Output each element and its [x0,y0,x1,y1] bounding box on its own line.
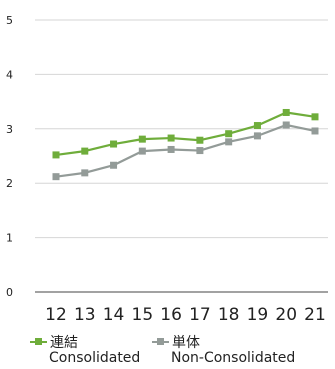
legend-label-consolidated-ja: 連結 [50,334,78,351]
consolidated-swatch-icon [30,337,47,347]
series-1-point-14 [110,161,118,169]
x-tick-label-14: 14 [103,305,125,325]
y-tick-label-1: 1 [6,232,13,245]
x-tick-label-12: 12 [45,305,67,325]
series-1-point-13 [81,169,89,177]
x-axis-ticks: 12 13 14 15 16 17 18 19 20 21 [45,305,326,325]
legend-label-consolidated-en: Consolidated [49,350,141,366]
series-0-point-17 [196,136,204,144]
series-1-point-16 [167,145,175,153]
series-0-point-13 [81,147,89,155]
consolidated-swatch-marker [35,337,42,345]
x-tick-label-21: 21 [304,305,326,325]
x-tick-label-16: 16 [160,305,182,325]
series-0-point-19 [253,122,261,130]
x-tick-label-20: 20 [275,305,297,325]
series-lines [52,108,319,181]
y-axis-ticks: 0 1 2 3 4 5 [6,14,13,299]
series-1-point-20 [282,121,290,129]
series-1-point-15 [138,147,146,155]
legend-item-non-consolidated: 単体 Non-Consolidated [152,333,295,367]
non-consolidated-swatch-icon [152,337,169,347]
legend-label-non-consolidated-en: Non-Consolidated [171,350,296,366]
series-1-point-12 [52,173,60,181]
series-0-point-15 [138,135,146,143]
series-1-point-21 [311,127,319,135]
x-tick-label-19: 19 [247,305,269,325]
series-line-1 [55,123,316,178]
series-1-point-17 [196,147,204,155]
x-tick-label-17: 17 [189,305,211,325]
series-line-0 [55,111,316,157]
series-0-point-21 [311,113,319,121]
series-0-point-18 [225,130,233,138]
y-tick-label-4: 4 [6,68,13,81]
y-tick-label-0: 0 [6,286,13,299]
non-consolidated-swatch-marker [157,337,164,345]
y-tick-label-2: 2 [6,177,13,190]
y-tick-label-3: 3 [6,123,13,136]
x-tick-label-15: 15 [132,305,154,325]
grid-lines [35,19,328,293]
series-1-point-19 [253,132,261,140]
series-0-point-16 [167,134,175,142]
legend-label-non-consolidated-ja: 単体 [172,334,200,351]
series-0-point-20 [282,108,290,116]
series-0-point-14 [110,140,118,148]
legend-item-consolidated: 連結 Consolidated [30,333,140,367]
series-1-point-18 [225,138,233,146]
y-tick-label-5: 5 [6,14,13,27]
series-0-point-12 [52,151,60,159]
x-tick-label-18: 18 [218,305,240,325]
x-tick-label-13: 13 [74,305,96,325]
